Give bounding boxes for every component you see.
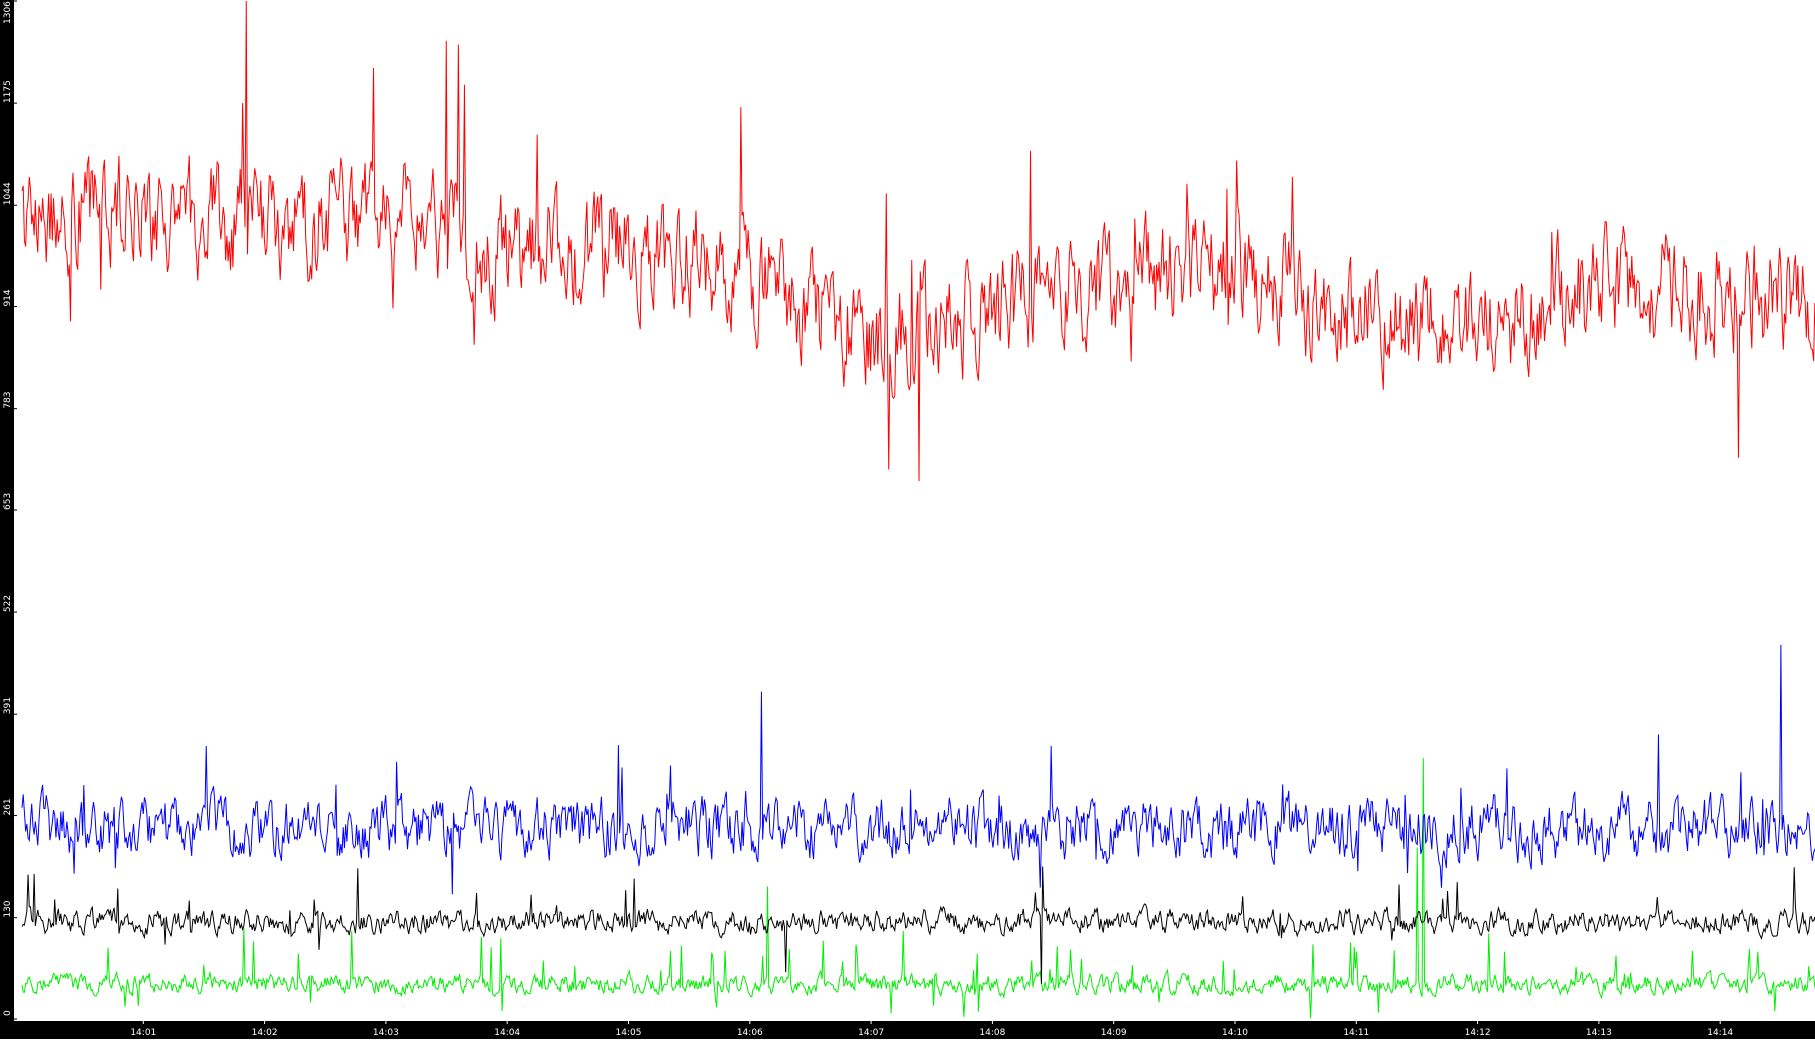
series-line-green [21, 757, 1815, 1019]
series-line-black [21, 866, 1815, 984]
y-tick-label: 522 [3, 595, 13, 612]
x-tick-label: 14:10 [1222, 1028, 1248, 1038]
x-tick-label: 14:08 [979, 1028, 1005, 1038]
x-tick-label: 14:07 [858, 1028, 884, 1038]
y-tick-label: 0 [3, 1010, 13, 1016]
series-layer [21, 0, 1815, 1019]
x-tick-label: 14:09 [1101, 1028, 1127, 1038]
x-tick-label: 14:13 [1586, 1028, 1612, 1038]
y-tick-label: 1306 [3, 1, 13, 24]
y-axis-ticks: 0 130 261 391 522 653 783 914 1044 1175 1306 [3, 0, 17, 1020]
x-axis-band [0, 1021, 1815, 1039]
y-tick-label: 261 [3, 798, 13, 815]
x-tick-label: 14:01 [130, 1028, 156, 1038]
x-tick-label: 14:04 [494, 1028, 520, 1038]
x-tick-label: 14:03 [373, 1028, 399, 1038]
x-tick-label: 14:14 [1707, 1028, 1733, 1038]
series-line-blue [21, 644, 1815, 895]
x-tick-label: 14:06 [737, 1028, 763, 1038]
y-tick-label: 1175 [3, 80, 13, 103]
y-tick-label: 391 [3, 697, 13, 714]
y-tick-label: 914 [3, 289, 13, 306]
y-tick-label: 653 [3, 493, 13, 510]
y-tick-label: 1044 [3, 182, 13, 205]
x-tick-label: 14:02 [252, 1028, 278, 1038]
y-axis-band [0, 0, 14, 1039]
x-tick-label: 14:11 [1343, 1028, 1369, 1038]
y-tick-label: 783 [3, 391, 13, 408]
x-tick-label: 14:12 [1465, 1028, 1491, 1038]
series-line-red [21, 0, 1815, 482]
x-axis-ticks: 14:01 14:02 14:03 14:04 14:05 14:06 14:07 14:08… [130, 1021, 1733, 1038]
x-tick-label: 14:05 [616, 1028, 642, 1038]
y-tick-label: 130 [3, 900, 13, 917]
